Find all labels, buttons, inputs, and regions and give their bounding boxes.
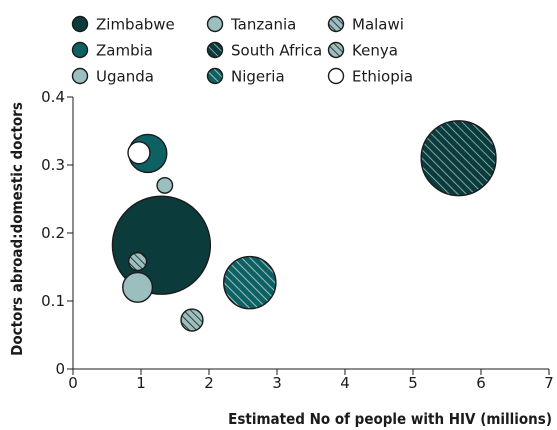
bubble-uganda <box>122 271 154 303</box>
x-ticks: 0 1 2 3 4 5 6 7 <box>68 369 554 392</box>
legend-label: Malawi <box>352 16 404 34</box>
y-tick-label: 0.2 <box>41 224 65 242</box>
bubbles <box>111 120 497 332</box>
bubble-tanzania <box>156 176 174 194</box>
legend-item-ethiopia: Ethiopia <box>327 67 413 86</box>
x-tick-label: 4 <box>340 374 350 392</box>
x-axis-title: Estimated No of people with HIV (million… <box>228 410 552 428</box>
legend-swatch <box>327 15 345 33</box>
legend-label: Ethiopia <box>352 68 413 86</box>
legend-item-malawi: Malawi <box>327 15 404 34</box>
legend-swatch <box>71 67 89 85</box>
legend-label: Zimbabwe <box>96 16 175 34</box>
legend-item-nigeria: Nigeria <box>206 67 285 86</box>
legend-swatch <box>206 41 224 59</box>
legend-swatch <box>206 67 224 85</box>
bubble-nigeria <box>223 255 277 310</box>
legend-label: Kenya <box>352 42 398 60</box>
x-tick-label: 2 <box>204 374 214 392</box>
y-tick-label: 0.1 <box>41 292 65 310</box>
legend-swatch <box>206 15 224 33</box>
x-tick-label: 0 <box>68 374 78 392</box>
x-tick-label: 3 <box>272 374 282 392</box>
bubble-south-africa <box>420 120 497 197</box>
legend-item-zambia: Zambia <box>71 41 153 60</box>
y-tick-label: 0.3 <box>41 156 65 174</box>
legend-swatch <box>71 15 89 33</box>
legend-item-zimbabwe: Zimbabwe <box>71 15 175 34</box>
legend-item-tanzania: Tanzania <box>206 15 296 34</box>
y-axis-title: Doctors abroad:domestic doctors <box>8 102 26 356</box>
legend: Zimbabwe Tanzania Malawi Zambia South Africa… <box>71 15 413 86</box>
legend-item-kenya: Kenya <box>327 41 398 60</box>
x-tick-label: 6 <box>476 374 486 392</box>
axes: 0 1 2 3 4 5 6 7 0 0.1 0.2 0.3 0.4 <box>41 88 554 392</box>
legend-item-south-africa: South Africa <box>206 41 322 60</box>
legend-label: Tanzania <box>230 16 296 34</box>
legend-swatch <box>327 67 345 85</box>
legend-item-uganda: Uganda <box>71 67 154 86</box>
bubble-kenya <box>180 308 204 332</box>
y-ticks: 0 0.1 0.2 0.3 0.4 <box>41 88 73 378</box>
legend-label: Nigeria <box>231 68 285 86</box>
x-tick-label: 1 <box>136 374 146 392</box>
legend-label: Uganda <box>96 68 154 86</box>
legend-label: Zambia <box>96 42 153 60</box>
bubble-ethiopia <box>127 141 151 165</box>
bubble-malawi <box>127 251 148 272</box>
y-tick-label: 0 <box>55 360 65 378</box>
legend-swatch <box>71 41 89 59</box>
legend-swatch <box>327 41 345 59</box>
x-tick-label: 7 <box>544 374 554 392</box>
legend-label: South Africa <box>231 42 322 60</box>
y-tick-label: 0.4 <box>41 88 65 106</box>
x-tick-label: 5 <box>408 374 418 392</box>
